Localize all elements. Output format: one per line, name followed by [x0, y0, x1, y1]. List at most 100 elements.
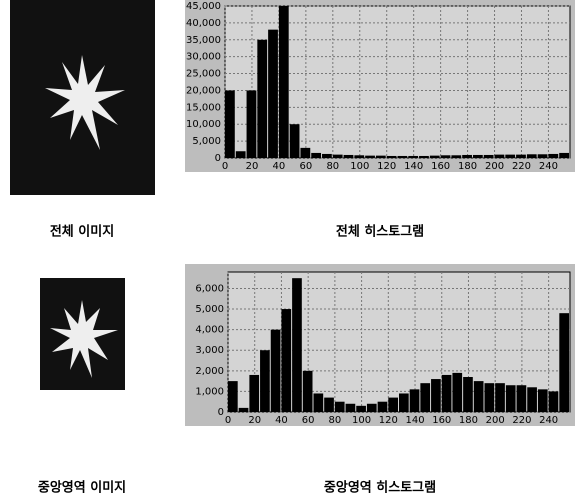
y-tick-label: 30,000	[186, 52, 221, 63]
bar	[506, 385, 516, 412]
bar	[239, 408, 249, 412]
x-tick-label: 160	[431, 161, 450, 172]
y-tick-label: 6,000	[195, 283, 224, 294]
bar	[356, 406, 366, 412]
bar	[408, 156, 418, 158]
bar	[549, 391, 559, 412]
bar	[365, 156, 375, 158]
y-tick-label: 25,000	[186, 69, 221, 80]
bar	[335, 402, 345, 412]
bar	[236, 151, 246, 158]
x-tick-label: 200	[486, 415, 505, 426]
x-tick-label: 20	[246, 161, 259, 172]
y-tick-label: 4,000	[195, 325, 224, 336]
bar	[399, 393, 409, 412]
bar	[451, 155, 461, 158]
bar	[388, 398, 398, 412]
x-tick-label: 160	[432, 415, 451, 426]
chart-caption: 중앙영역 히스토그램	[324, 480, 436, 496]
x-tick-label: 60	[302, 415, 315, 426]
bar	[376, 156, 386, 158]
bar	[462, 155, 472, 158]
bar	[473, 155, 483, 158]
x-tick-label: 0	[222, 161, 228, 172]
image-caption: 전체 이미지	[50, 224, 114, 240]
image-caption: 중앙영역 이미지	[38, 480, 126, 496]
x-tick-label: 100	[350, 161, 369, 172]
bar	[538, 389, 548, 412]
bar	[292, 278, 302, 412]
bar	[268, 30, 278, 158]
y-tick-label: 10,000	[186, 119, 221, 130]
bar	[300, 148, 310, 158]
y-tick-label: 35,000	[186, 35, 221, 46]
bar	[322, 154, 332, 158]
bar	[430, 156, 440, 158]
bar	[452, 373, 462, 412]
image-center	[40, 278, 125, 390]
x-tick-label: 40	[273, 161, 286, 172]
bar	[303, 371, 313, 412]
y-tick-label: 2,000	[195, 366, 224, 377]
x-tick-label: 220	[512, 415, 531, 426]
x-tick-label: 140	[405, 415, 424, 426]
x-tick-label: 40	[275, 415, 288, 426]
bar	[324, 398, 334, 412]
bar	[527, 387, 537, 412]
bar	[538, 154, 548, 158]
bar	[260, 350, 270, 412]
x-tick-label: 220	[512, 161, 531, 172]
bar	[257, 40, 267, 158]
chart-caption: 전체 히스토그램	[336, 224, 424, 240]
bar	[387, 156, 397, 158]
bar	[279, 6, 289, 158]
bar	[333, 155, 343, 158]
bar	[517, 385, 527, 412]
bar	[474, 381, 484, 412]
bar	[559, 153, 569, 158]
x-tick-label: 140	[404, 161, 423, 172]
bar	[314, 393, 324, 412]
x-tick-label: 240	[539, 161, 558, 172]
bar	[441, 155, 451, 158]
bar	[420, 383, 430, 412]
bar	[249, 375, 259, 412]
bar	[431, 379, 441, 412]
bar	[495, 155, 505, 158]
x-tick-label: 180	[458, 161, 477, 172]
bar	[484, 155, 494, 158]
y-tick-label: 5,000	[192, 136, 221, 147]
bar	[290, 124, 300, 158]
bar	[271, 330, 281, 412]
x-tick-label: 180	[459, 415, 478, 426]
histogram-chart: 05,00010,00015,00020,00025,00030,00035,0…	[185, 0, 575, 240]
bar	[410, 389, 420, 412]
bar	[442, 375, 452, 412]
x-tick-label: 240	[539, 415, 558, 426]
bar	[419, 156, 429, 158]
bar	[559, 313, 569, 412]
bar	[527, 154, 537, 158]
y-tick-label: 45,000	[186, 1, 221, 12]
bar	[354, 155, 364, 158]
x-tick-label: 80	[326, 161, 339, 172]
bar	[228, 381, 238, 412]
figure: 전체 이미지 중앙영역 이미지 05,00010,00015,00020,000…	[0, 0, 581, 499]
bar	[367, 404, 377, 412]
x-tick-label: 60	[299, 161, 312, 172]
y-tick-label: 40,000	[186, 18, 221, 29]
x-tick-label: 120	[379, 415, 398, 426]
x-tick-label: 100	[352, 415, 371, 426]
x-tick-label: 0	[225, 415, 231, 426]
bar	[344, 155, 354, 158]
x-tick-label: 200	[485, 161, 504, 172]
x-tick-label: 120	[377, 161, 396, 172]
bar	[281, 309, 291, 412]
bar	[495, 383, 505, 412]
bar	[485, 383, 495, 412]
bar	[548, 154, 558, 158]
y-tick-label: 15,000	[186, 102, 221, 113]
image-full	[10, 0, 155, 195]
y-tick-label: 1,000	[195, 386, 224, 397]
bar	[311, 153, 321, 158]
